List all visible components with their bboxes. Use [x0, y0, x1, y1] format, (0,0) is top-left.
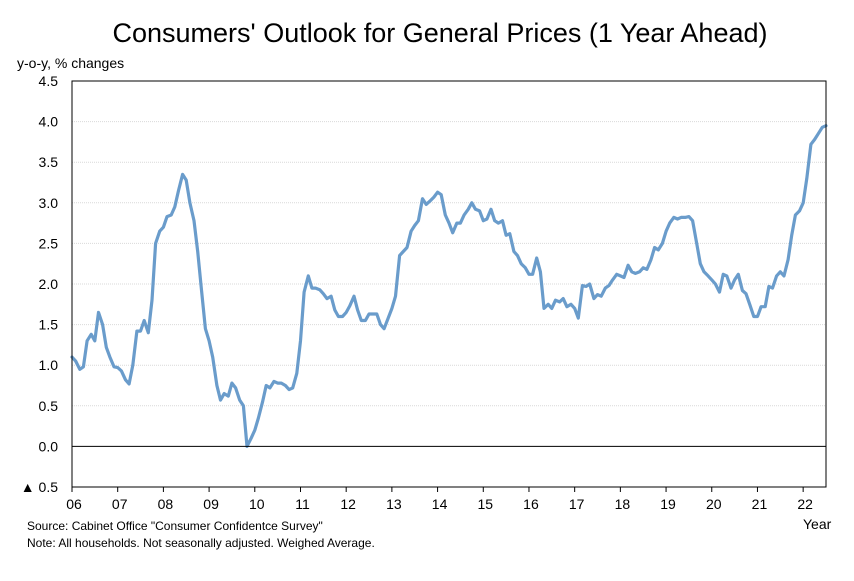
y-tick-label: 3.0 — [39, 195, 59, 211]
x-tick-label: 22 — [797, 496, 813, 512]
x-tick-label: 21 — [752, 496, 768, 512]
y-tick-label: 2.0 — [39, 276, 59, 292]
y-tick-label: 3.5 — [39, 154, 59, 170]
series-line — [70, 124, 828, 448]
x-tick-label: 15 — [477, 496, 493, 512]
x-tick-label: 10 — [249, 496, 265, 512]
gridlines — [72, 80, 826, 488]
x-tick-label: 16 — [523, 496, 539, 512]
series-layer — [70, 124, 828, 448]
x-tick-label: 09 — [203, 496, 219, 512]
y-axis-unit-label: y-o-y, % changes — [17, 55, 125, 71]
y-tick-label: 1.5 — [39, 317, 59, 333]
x-tick-label: 18 — [615, 496, 631, 512]
y-tick-label: 2.5 — [39, 235, 59, 251]
source-note: Source: Cabinet Office "Consumer Confide… — [27, 519, 323, 533]
axes — [71, 80, 827, 492]
x-tick-label: 08 — [158, 496, 174, 512]
x-axis-unit-label: Year — [803, 516, 832, 532]
x-tick-label: 11 — [295, 496, 310, 512]
x-tick-label: 13 — [386, 496, 402, 512]
x-tick-label: 19 — [660, 496, 676, 512]
footnote: Note: All households. Not seasonally adj… — [27, 536, 375, 550]
x-tick-label: 07 — [112, 496, 128, 512]
y-tick-label: 1.0 — [39, 357, 59, 373]
x-tick-label: 14 — [432, 496, 448, 512]
y-tick-label: 0.0 — [39, 438, 59, 454]
x-tick-label: 20 — [706, 496, 722, 512]
y-tick-label: 4.0 — [39, 114, 59, 130]
plot-frame — [71, 80, 827, 488]
y-tick-label: 0.5 — [39, 398, 59, 414]
chart-title: Consumers' Outlook for General Prices (1… — [112, 18, 768, 48]
tick-labels: 4.5 4.0 3.5 3.0 2.5 2.0 1.5 1.0 0.5 0.0 ▲ 0.5 06 07 0… — [21, 73, 813, 512]
x-tick-label: 12 — [340, 496, 356, 512]
x-tick-label: 06 — [66, 496, 82, 512]
y-tick-label: ▲ 0.5 — [21, 479, 58, 495]
y-tick-label: 4.5 — [39, 73, 59, 89]
x-tick-label: 17 — [569, 496, 585, 512]
